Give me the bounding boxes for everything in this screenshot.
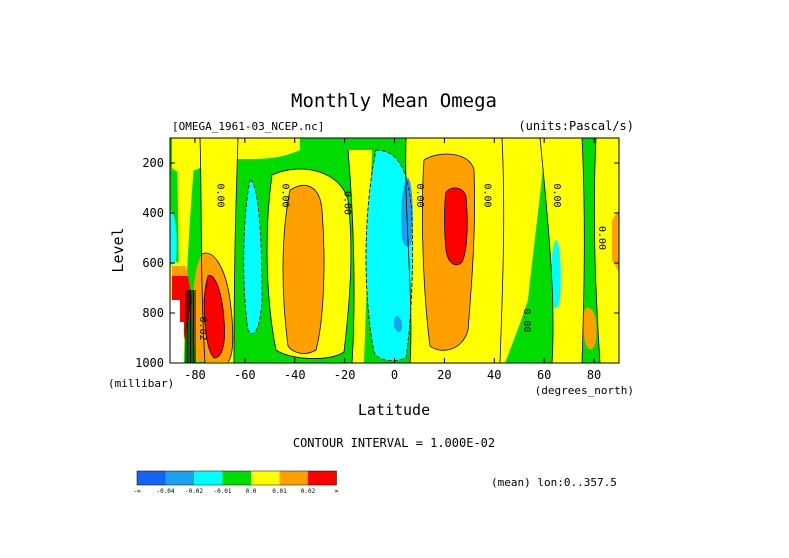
contour-label: 0.00 <box>342 191 353 215</box>
band-cyan-far-south <box>170 210 177 266</box>
colorbar-swatch <box>194 471 223 485</box>
band-yellow-n-mid <box>500 138 546 363</box>
band-blue-equator-lower <box>393 316 403 332</box>
band-orange-80n <box>583 307 597 350</box>
colorbar-swatch <box>137 471 166 485</box>
contour-labels: 0.00 0.00 0.00 0.00 0.00 0.00 0.00 0.00 -0.02 <box>197 183 607 340</box>
units-label: (units:Pascal/s) <box>518 119 634 133</box>
x-tick-label: 80 <box>587 368 601 382</box>
x-tick-label: -20 <box>334 368 356 382</box>
x-tick-label: 60 <box>537 368 551 382</box>
band-cyan-60n <box>551 240 561 309</box>
y-tick-label: 600 <box>142 256 164 270</box>
band-yellow-80n <box>594 138 619 363</box>
colorbar-swatch <box>251 471 280 485</box>
x-axis-units: (degrees_north) <box>535 384 634 397</box>
contour-interval: CONTOUR INTERVAL = 1.000E-02 <box>293 436 495 450</box>
colorbar-swatch <box>165 471 194 485</box>
band-yellow-50n <box>540 138 585 363</box>
band-red-70s <box>204 275 225 358</box>
y-tick-label: 1000 <box>135 356 164 370</box>
colorbar-label: -0.02 <box>185 488 203 495</box>
x-axis-label: Latitude <box>358 401 430 419</box>
colorbar-label: 0.0 <box>246 488 257 495</box>
band-orange-80s-upper <box>172 266 188 276</box>
colorbar-label: -0.01 <box>213 488 231 495</box>
colorbar-frame <box>136 470 337 486</box>
contour-outlines <box>199 138 601 363</box>
contour-label: 0.00 <box>414 183 425 207</box>
x-tick-label: 0 <box>391 368 398 382</box>
mean-note: (mean) lon:0..357.5 <box>491 476 617 489</box>
colorbar-label: -0.04 <box>156 488 174 495</box>
y-axis: 200 400 600 800 1000 <box>135 156 619 370</box>
y-tick-label: 200 <box>142 156 164 170</box>
colorbar-label: 0.02 <box>301 488 316 495</box>
band-red-20n <box>444 187 468 265</box>
source-label: [OMEGA_1961-03_NCEP.nc] <box>172 120 324 133</box>
band-orange-40s <box>283 185 324 354</box>
x-axis: -80 -60 -40 -20 0 20 40 60 80 <box>184 138 601 382</box>
colorbar-label: ∞ <box>335 488 339 495</box>
contour-plot-area <box>170 138 619 363</box>
x-tick-label: -40 <box>284 368 306 382</box>
missing-data-region <box>170 300 184 363</box>
band-cyan-60s <box>243 180 262 334</box>
contour-label: 0.00 <box>279 183 290 207</box>
dense-contour-lines <box>185 290 196 363</box>
contour-label: 0.00 <box>596 226 607 250</box>
contour-label: 0.00 <box>521 308 532 332</box>
y-axis-label: Level <box>109 227 127 272</box>
contour-label: 0.00 <box>551 183 562 207</box>
colorbar-swatch <box>308 471 337 485</box>
y-axis-units: (millibar) <box>108 377 174 390</box>
colorbar-swatch <box>279 471 308 485</box>
contour-label: -0.02 <box>197 310 208 340</box>
colorbar-label: 0.01 <box>272 488 287 495</box>
band-orange-80n-upper <box>612 210 619 272</box>
band-cyan-equator <box>366 150 413 361</box>
x-tick-label: 20 <box>437 368 451 382</box>
x-tick-label: -80 <box>184 368 206 382</box>
colorbar-swatch <box>222 471 251 485</box>
colorbar: -∞ -0.04 -0.02 -0.01 0.0 0.01 0.02 ∞ <box>133 470 339 495</box>
contour-label: 0.00 <box>481 183 492 207</box>
chart-title: Monthly Mean Omega <box>291 90 497 112</box>
colorbar-label: -∞ <box>133 488 141 495</box>
x-tick-label: 40 <box>487 368 501 382</box>
y-tick-label: 800 <box>142 306 164 320</box>
y-tick-label: 400 <box>142 206 164 220</box>
band-yellow-south-upper <box>172 138 300 173</box>
x-tick-label: -60 <box>234 368 256 382</box>
contour-label: 0.00 <box>214 183 225 207</box>
